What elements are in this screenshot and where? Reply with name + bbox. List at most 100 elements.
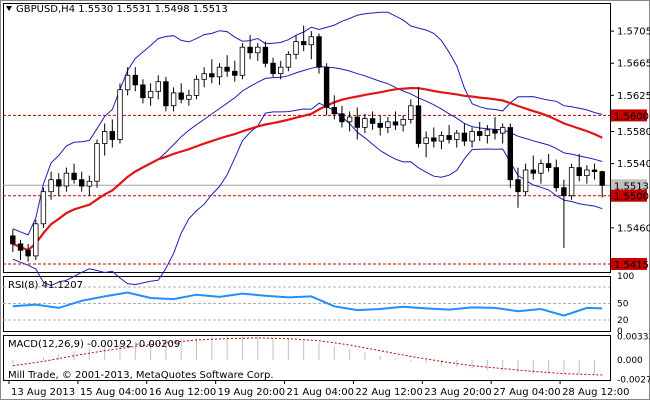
candle-body — [270, 62, 276, 75]
candle-body — [438, 135, 445, 142]
candle-body — [186, 94, 192, 100]
candle-body — [155, 81, 161, 92]
candle-body — [132, 74, 138, 86]
candle — [186, 89, 192, 106]
candle-body — [147, 90, 154, 99]
candle — [255, 43, 261, 61]
candle — [408, 99, 414, 124]
candle-body — [385, 121, 391, 128]
candle-body — [255, 46, 261, 54]
candle — [178, 83, 184, 104]
candle — [40, 187, 47, 228]
candle — [354, 107, 360, 140]
candle-body — [178, 92, 184, 100]
candle — [576, 153, 582, 182]
candle — [362, 113, 368, 134]
y-tick-label: 1.5460 — [617, 223, 650, 234]
candle-body — [346, 116, 353, 123]
candle-body — [209, 73, 215, 78]
candle — [553, 159, 559, 192]
candle-body — [262, 46, 269, 64]
bollinger-upper-line — [12, 11, 603, 236]
x-tick-label: 15 Aug 04:00 — [80, 387, 147, 398]
candle-body — [331, 107, 337, 115]
candle-body — [446, 135, 452, 140]
candle-body — [553, 167, 559, 189]
level-price-label: 1.5500 — [614, 192, 649, 203]
macd-panel — [3, 335, 611, 381]
candle-body — [323, 66, 330, 108]
candle — [17, 239, 24, 260]
candle — [270, 57, 276, 77]
candle — [277, 60, 284, 80]
candle-body — [277, 66, 284, 74]
candle — [561, 179, 567, 248]
candle — [323, 63, 330, 116]
candle — [530, 155, 536, 180]
copyright-footer: Mill Trade, © 2001-2013, MetaQuotes Soft… — [8, 370, 274, 381]
price-panel — [3, 3, 611, 273]
rsi-tick-label: 100 — [617, 272, 634, 282]
x-tick-label: 16 Aug 12:00 — [149, 387, 216, 398]
candle-body — [163, 81, 169, 107]
candle-body — [530, 169, 536, 174]
candle-body — [316, 36, 322, 68]
candle-body — [568, 167, 575, 197]
candle — [515, 167, 521, 208]
candle-body — [377, 123, 383, 128]
bollinger-lower-line — [12, 102, 603, 287]
candle-body — [408, 105, 414, 120]
candle-body — [56, 179, 62, 187]
candle-body — [40, 191, 47, 225]
candle-body — [545, 163, 552, 169]
level-price-label: 1.5415 — [614, 260, 649, 271]
candle-body — [515, 179, 521, 193]
candle — [247, 35, 253, 60]
candle — [239, 43, 246, 80]
x-tick-label: 13 Aug 2013 — [11, 387, 75, 398]
candle — [201, 67, 207, 88]
candle — [415, 87, 422, 148]
candle — [140, 79, 146, 104]
level-price-label: 1.5600 — [614, 111, 649, 122]
candle-body — [170, 92, 177, 107]
y-tick-label: 1.5665 — [617, 59, 650, 70]
candle — [545, 153, 552, 172]
candle-body — [484, 129, 491, 136]
candle-body — [461, 132, 468, 142]
candle — [170, 87, 177, 112]
candle-body — [10, 235, 16, 245]
candle — [117, 83, 123, 144]
candle — [423, 131, 429, 158]
candle — [584, 165, 590, 184]
rsi-tick-label: 0 — [617, 327, 623, 337]
current-price-tag — [611, 179, 647, 192]
candle-body — [300, 41, 307, 46]
candle-body — [469, 131, 475, 142]
candle — [79, 171, 85, 192]
candle — [147, 83, 154, 106]
candle — [124, 67, 131, 96]
candle-body — [239, 46, 246, 76]
candle-body — [216, 66, 223, 78]
macd-tick-label: 0.000 — [617, 356, 643, 366]
candle — [339, 105, 345, 128]
candle — [285, 51, 292, 72]
candle-body — [538, 163, 544, 174]
x-tick-label: 28 Aug 12:00 — [562, 387, 629, 398]
x-tick-label: 27 Aug 04:00 — [493, 387, 560, 398]
candle — [316, 33, 322, 74]
candle-body — [454, 132, 460, 140]
x-tick-label: 22 Aug 12:00 — [355, 387, 422, 398]
candle-body — [369, 118, 376, 124]
candle-body — [392, 121, 399, 126]
candle-body — [193, 78, 200, 96]
macd-tick-label: 0.003320 — [617, 332, 650, 342]
candle-body — [17, 243, 24, 251]
candle-body — [25, 249, 31, 257]
candle-body — [492, 129, 498, 134]
level-price-tag — [611, 109, 647, 122]
candle — [400, 115, 406, 132]
candle — [216, 63, 223, 85]
